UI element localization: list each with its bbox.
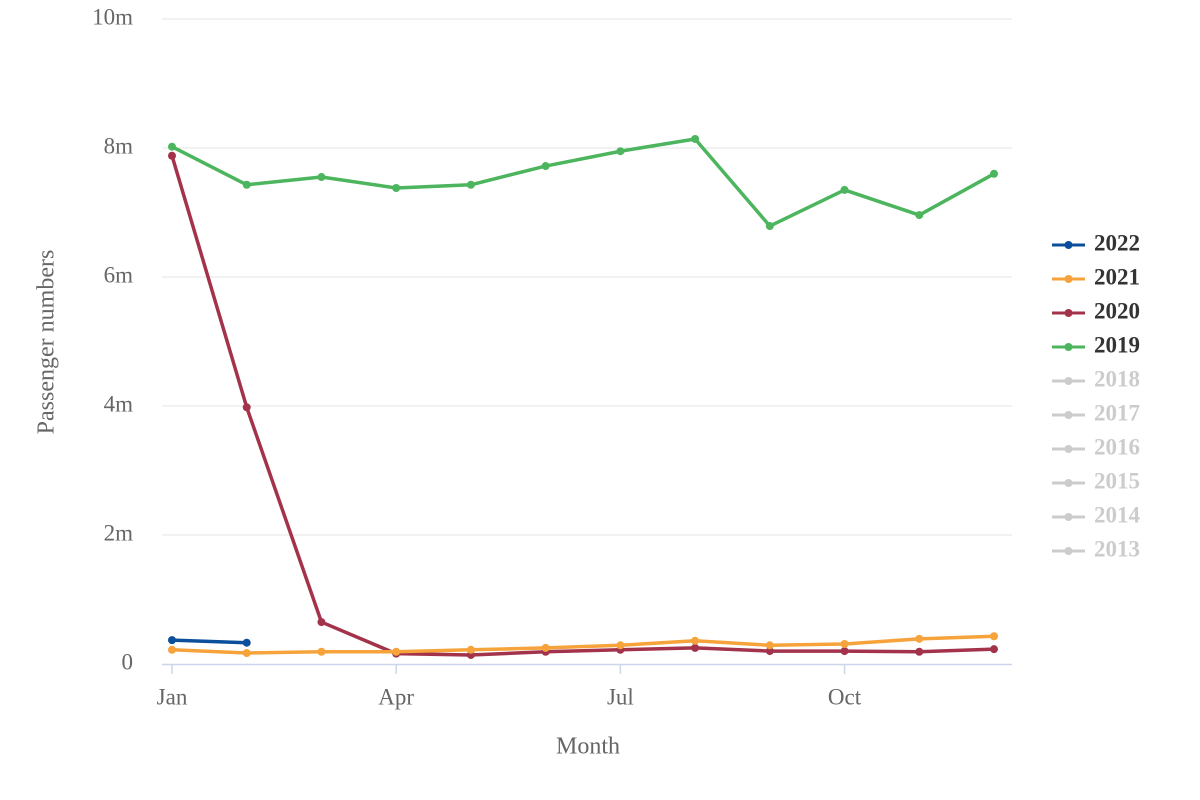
point (915, 647, 924, 656)
legend-label[interactable]: 2016 (1094, 434, 1140, 459)
series-line (170, 155, 995, 657)
legend-label[interactable]: 2014 (1094, 502, 1141, 527)
x-tick-label: Oct (828, 684, 862, 709)
legend-marker (1064, 513, 1073, 521)
legend-label[interactable]: 2017 (1094, 400, 1140, 425)
legend-marker (1064, 343, 1073, 351)
point (392, 647, 401, 656)
point (765, 647, 774, 656)
point (840, 640, 849, 649)
point (168, 645, 176, 654)
point (915, 211, 924, 220)
point (616, 147, 625, 156)
point (765, 222, 774, 231)
point (541, 162, 550, 171)
series-line (171, 137, 995, 228)
y-tick-label: 0 (122, 649, 134, 674)
legend-label[interactable]: 2018 (1094, 366, 1140, 391)
point (765, 641, 774, 650)
legend-marker (1064, 309, 1073, 317)
x-tick-label: Jan (157, 684, 188, 709)
point (840, 647, 849, 656)
point (691, 636, 700, 645)
series-line (171, 634, 995, 655)
y-tick-label: 8m (104, 133, 134, 158)
point (541, 643, 550, 652)
point (990, 645, 998, 654)
point (915, 634, 924, 643)
legend-label[interactable]: 2019 (1094, 332, 1140, 357)
point (616, 641, 625, 650)
point (317, 618, 326, 627)
point (242, 649, 251, 658)
legend-marker (1064, 377, 1073, 385)
point (840, 185, 849, 194)
point (392, 183, 401, 192)
y-tick-label: 4m (104, 391, 134, 416)
point (242, 180, 251, 189)
x-tick-label: Apr (378, 684, 414, 709)
legend-marker (1064, 445, 1073, 453)
legend-label[interactable]: 2021 (1094, 264, 1140, 289)
legend-label[interactable]: 2015 (1094, 468, 1140, 493)
legend-marker (1064, 275, 1073, 283)
point (990, 632, 998, 641)
point (691, 134, 700, 143)
point (317, 647, 326, 656)
point (168, 636, 176, 645)
point (990, 169, 998, 178)
point (466, 180, 475, 189)
legend-marker (1064, 411, 1073, 419)
y-tick-label: 2m (104, 520, 134, 545)
legend-marker (1064, 479, 1073, 487)
point (242, 403, 251, 412)
point (168, 151, 176, 160)
series-line (171, 638, 247, 645)
y-axis-title: Passenger numbers (34, 250, 60, 435)
legend-label[interactable]: 2022 (1094, 230, 1140, 255)
point (317, 173, 326, 182)
legend-marker (1064, 547, 1073, 555)
legend-label[interactable]: 2020 (1094, 298, 1140, 323)
point (466, 645, 475, 654)
point (242, 638, 251, 647)
y-tick-label: 6m (104, 262, 134, 287)
point (691, 643, 700, 652)
x-axis-title: Month (556, 734, 620, 760)
legend-marker (1064, 241, 1073, 249)
x-tick-label: Jul (607, 684, 634, 709)
point (168, 142, 176, 151)
legend-label[interactable]: 2013 (1094, 536, 1140, 561)
y-tick-label: 10m (92, 4, 133, 29)
